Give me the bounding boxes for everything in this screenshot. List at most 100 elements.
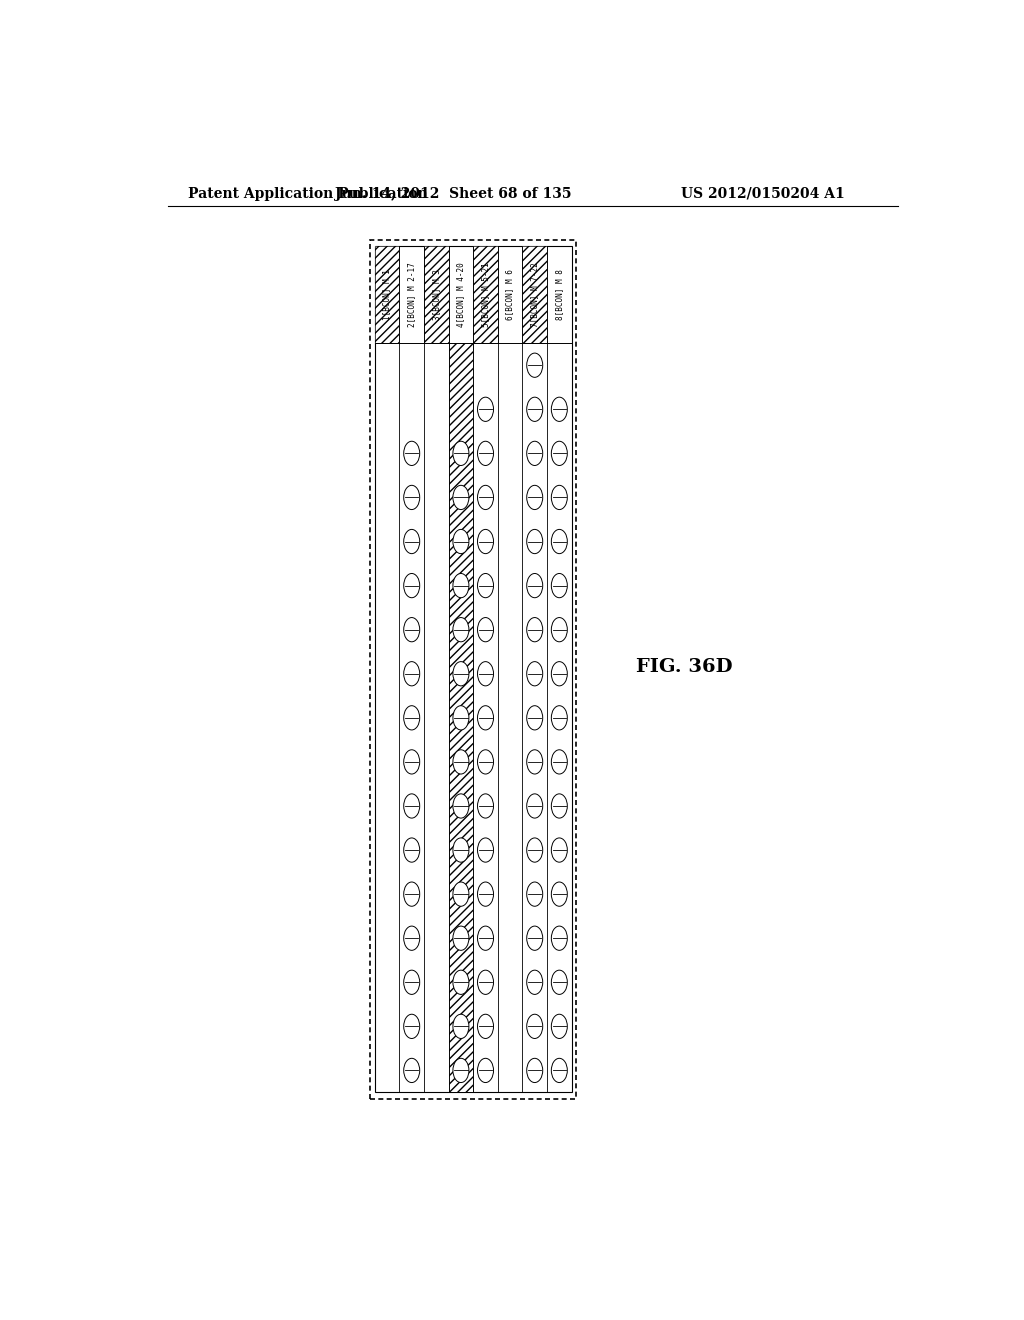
Ellipse shape [526, 486, 543, 510]
Ellipse shape [403, 441, 420, 466]
Ellipse shape [526, 661, 543, 686]
Ellipse shape [453, 838, 469, 862]
Ellipse shape [551, 706, 567, 730]
Ellipse shape [551, 573, 567, 598]
Ellipse shape [551, 882, 567, 907]
Bar [424, 246, 449, 343]
Ellipse shape [453, 441, 469, 466]
Bar [473, 246, 498, 343]
Ellipse shape [551, 661, 567, 686]
Bar [473, 246, 498, 343]
Ellipse shape [526, 838, 543, 862]
Bar [375, 246, 399, 343]
Ellipse shape [453, 618, 469, 642]
Ellipse shape [477, 750, 494, 774]
Ellipse shape [403, 882, 420, 907]
Ellipse shape [477, 661, 494, 686]
Ellipse shape [526, 927, 543, 950]
Ellipse shape [453, 486, 469, 510]
Bar [424, 246, 449, 343]
Ellipse shape [477, 1014, 494, 1039]
Ellipse shape [477, 397, 494, 421]
Ellipse shape [403, 486, 420, 510]
Ellipse shape [551, 529, 567, 553]
Ellipse shape [453, 706, 469, 730]
Text: 4[BCON] M 4-20: 4[BCON] M 4-20 [457, 263, 466, 327]
Ellipse shape [477, 486, 494, 510]
Ellipse shape [526, 970, 543, 994]
Ellipse shape [526, 618, 543, 642]
Ellipse shape [453, 882, 469, 907]
Ellipse shape [551, 441, 567, 466]
Text: 8[BCON] M 8: 8[BCON] M 8 [555, 269, 564, 319]
Bar [375, 246, 571, 1093]
Ellipse shape [403, 838, 420, 862]
Ellipse shape [403, 618, 420, 642]
Ellipse shape [453, 750, 469, 774]
Ellipse shape [477, 706, 494, 730]
Ellipse shape [526, 750, 543, 774]
Text: 1[BCON] M 1: 1[BCON] M 1 [383, 269, 391, 319]
Text: FIG. 36D: FIG. 36D [636, 657, 732, 676]
Ellipse shape [526, 793, 543, 818]
Ellipse shape [453, 661, 469, 686]
Ellipse shape [551, 750, 567, 774]
Bar [375, 246, 399, 343]
Ellipse shape [403, 927, 420, 950]
Ellipse shape [403, 661, 420, 686]
Ellipse shape [526, 573, 543, 598]
Ellipse shape [453, 1059, 469, 1082]
Text: 7[BCON] M 7-22: 7[BCON] M 7-22 [530, 263, 540, 327]
Ellipse shape [551, 970, 567, 994]
Ellipse shape [477, 618, 494, 642]
Ellipse shape [551, 927, 567, 950]
Ellipse shape [453, 793, 469, 818]
Ellipse shape [526, 441, 543, 466]
Ellipse shape [477, 793, 494, 818]
Ellipse shape [403, 970, 420, 994]
Text: 2[BCON] M 2-17: 2[BCON] M 2-17 [408, 263, 416, 327]
Ellipse shape [551, 838, 567, 862]
Text: 3[BCON] M 3: 3[BCON] M 3 [432, 269, 440, 319]
Ellipse shape [453, 927, 469, 950]
Ellipse shape [453, 529, 469, 553]
Text: 5[BCON] M 5-21: 5[BCON] M 5-21 [481, 263, 490, 327]
Ellipse shape [403, 750, 420, 774]
Ellipse shape [477, 838, 494, 862]
Ellipse shape [453, 970, 469, 994]
Bar [449, 343, 473, 1093]
Ellipse shape [477, 573, 494, 598]
Ellipse shape [526, 1014, 543, 1039]
Ellipse shape [477, 441, 494, 466]
Ellipse shape [526, 882, 543, 907]
Bar [522, 246, 547, 343]
Ellipse shape [403, 1059, 420, 1082]
Ellipse shape [477, 927, 494, 950]
Ellipse shape [477, 970, 494, 994]
Ellipse shape [477, 529, 494, 553]
Ellipse shape [453, 573, 469, 598]
Ellipse shape [551, 397, 567, 421]
Bar [449, 343, 473, 1093]
Ellipse shape [551, 486, 567, 510]
Ellipse shape [551, 1059, 567, 1082]
Ellipse shape [526, 706, 543, 730]
Ellipse shape [526, 529, 543, 553]
Ellipse shape [453, 1014, 469, 1039]
Bar [522, 246, 547, 343]
FancyBboxPatch shape [370, 240, 577, 1098]
Ellipse shape [551, 793, 567, 818]
Ellipse shape [526, 397, 543, 421]
Ellipse shape [403, 1014, 420, 1039]
Text: 6[BCON] M 6: 6[BCON] M 6 [506, 269, 515, 319]
Ellipse shape [551, 618, 567, 642]
Ellipse shape [551, 1014, 567, 1039]
Ellipse shape [403, 573, 420, 598]
Text: Patent Application Publication: Patent Application Publication [187, 187, 427, 201]
Text: US 2012/0150204 A1: US 2012/0150204 A1 [681, 187, 845, 201]
Ellipse shape [526, 352, 543, 378]
Ellipse shape [403, 529, 420, 553]
Ellipse shape [526, 1059, 543, 1082]
Ellipse shape [403, 793, 420, 818]
Ellipse shape [477, 1059, 494, 1082]
